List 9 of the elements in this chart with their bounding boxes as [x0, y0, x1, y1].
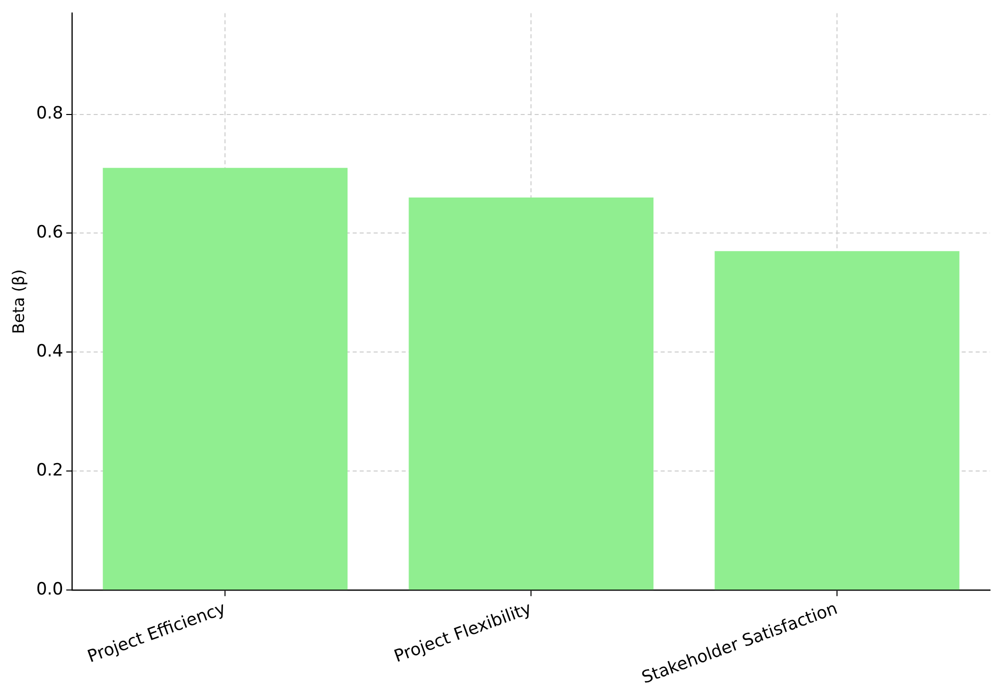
y-tick-label: 0.4 [36, 342, 64, 362]
y-tick-label: 0.0 [36, 579, 64, 600]
y-tick-label: 0.8 [36, 104, 64, 124]
y-tick-label: 0.2 [36, 460, 64, 481]
y-axis-title: Beta (β) [8, 269, 28, 334]
y-tick-label: 0.6 [36, 222, 64, 243]
bar [102, 168, 348, 590]
bar [714, 251, 960, 590]
bar [408, 198, 654, 590]
